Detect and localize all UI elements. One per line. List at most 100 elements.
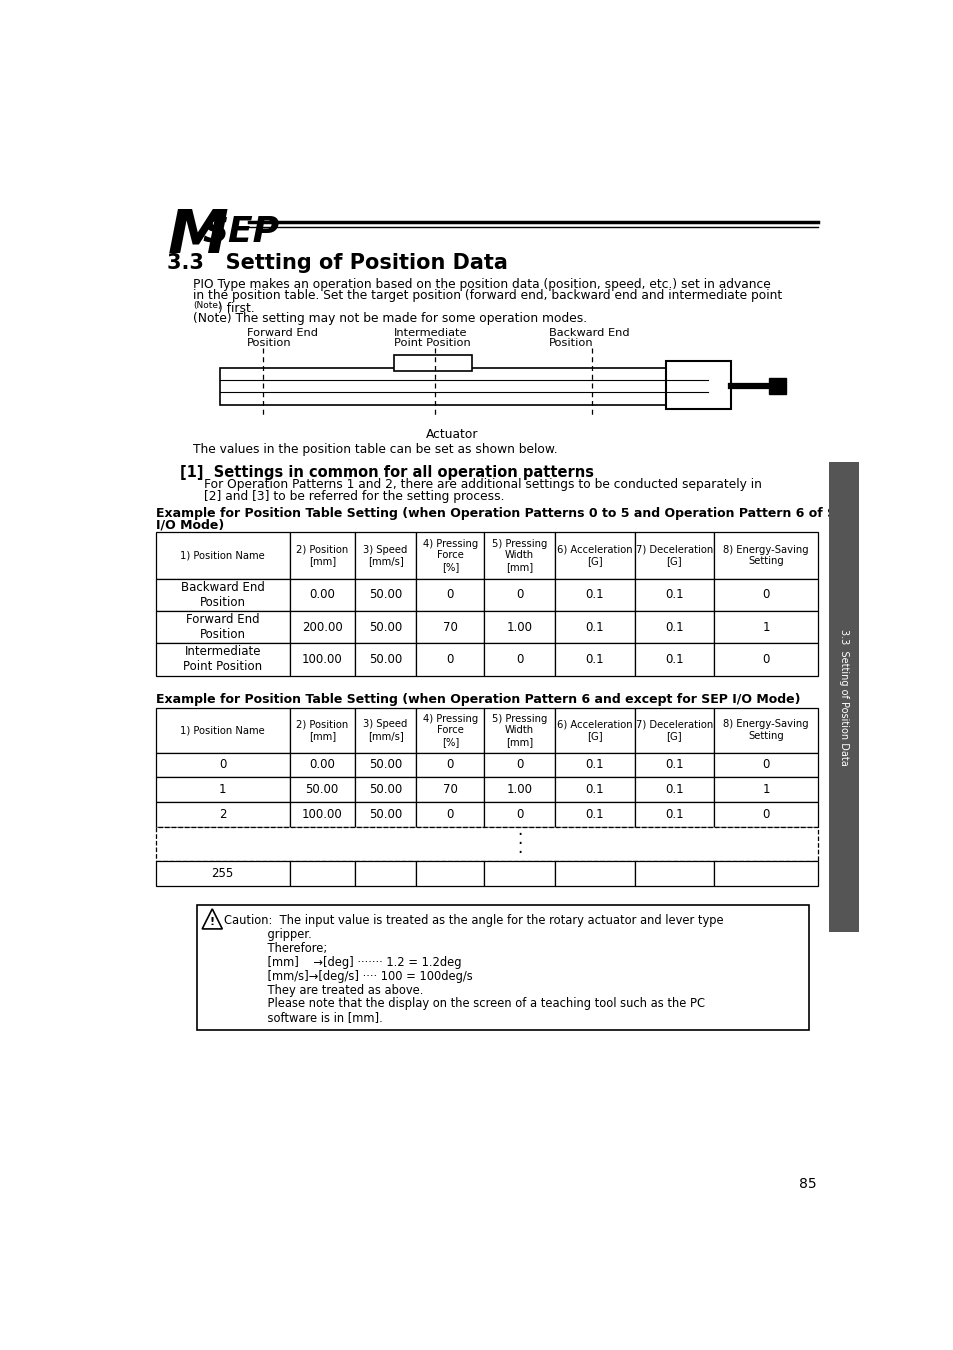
Bar bbox=[290, 752, 355, 778]
Bar bbox=[634, 579, 714, 612]
Text: 0.1: 0.1 bbox=[585, 653, 603, 666]
Bar bbox=[155, 532, 290, 579]
Text: 0: 0 bbox=[446, 807, 454, 821]
Bar bbox=[714, 612, 818, 643]
Text: 8) Energy-Saving
Setting: 8) Energy-Saving Setting bbox=[722, 720, 808, 741]
Text: They are treated as above.: They are treated as above. bbox=[224, 984, 423, 996]
Text: 4) Pressing
Force
[%]: 4) Pressing Force [%] bbox=[422, 714, 477, 747]
Bar bbox=[394, 355, 472, 371]
Bar bbox=[484, 532, 555, 579]
Polygon shape bbox=[202, 909, 222, 929]
Text: 6) Acceleration
[G]: 6) Acceleration [G] bbox=[557, 544, 632, 566]
Bar bbox=[155, 707, 290, 752]
Text: 0.1: 0.1 bbox=[664, 589, 683, 601]
Text: Example for Position Table Setting (when Operation Patterns 0 to 5 and Operation: Example for Position Table Setting (when… bbox=[155, 508, 853, 520]
Text: in the position table. Set the target position (forward end, backward end and in: in the position table. Set the target po… bbox=[193, 289, 781, 302]
Bar bbox=[555, 778, 634, 802]
Bar bbox=[355, 579, 416, 612]
Text: 6) Acceleration
[G]: 6) Acceleration [G] bbox=[557, 720, 632, 741]
Text: 0: 0 bbox=[516, 589, 522, 601]
Text: 1) Position Name: 1) Position Name bbox=[180, 551, 265, 560]
Text: Please note that the display on the screen of a teaching tool such as the PC: Please note that the display on the scre… bbox=[224, 998, 704, 1010]
Text: 50.00: 50.00 bbox=[369, 621, 402, 633]
Text: 3) Speed
[mm/s]: 3) Speed [mm/s] bbox=[363, 544, 407, 566]
Text: 1.00: 1.00 bbox=[506, 783, 532, 796]
Bar bbox=[416, 861, 484, 886]
Bar bbox=[155, 802, 290, 826]
Bar bbox=[484, 752, 555, 778]
Text: 0.00: 0.00 bbox=[309, 759, 335, 771]
Text: I/O Mode): I/O Mode) bbox=[155, 518, 224, 532]
Bar bbox=[155, 643, 290, 675]
Bar bbox=[665, 362, 731, 409]
Bar bbox=[634, 802, 714, 826]
Text: Position: Position bbox=[247, 338, 292, 347]
Bar bbox=[555, 532, 634, 579]
Text: 8) Energy-Saving
Setting: 8) Energy-Saving Setting bbox=[722, 544, 808, 566]
Text: 0.1: 0.1 bbox=[664, 807, 683, 821]
Bar bbox=[155, 778, 290, 802]
Bar bbox=[714, 778, 818, 802]
Text: (Note): (Note) bbox=[193, 301, 221, 309]
Bar bbox=[416, 707, 484, 752]
Text: 200.00: 200.00 bbox=[301, 621, 342, 633]
Bar bbox=[290, 861, 355, 886]
Bar bbox=[714, 579, 818, 612]
Bar bbox=[155, 826, 818, 861]
Text: 100.00: 100.00 bbox=[301, 653, 342, 666]
Bar bbox=[416, 643, 484, 675]
Text: 1) Position Name: 1) Position Name bbox=[180, 725, 265, 736]
Text: 3.3   Setting of Position Data: 3.3 Setting of Position Data bbox=[167, 252, 508, 273]
Bar bbox=[634, 643, 714, 675]
Bar bbox=[634, 707, 714, 752]
Text: 50.00: 50.00 bbox=[369, 759, 402, 771]
Text: 100.00: 100.00 bbox=[301, 807, 342, 821]
Text: 2: 2 bbox=[218, 807, 226, 821]
Text: Intermediate: Intermediate bbox=[394, 328, 467, 338]
Bar bbox=[355, 643, 416, 675]
Text: ·: · bbox=[517, 844, 521, 863]
Bar bbox=[828, 462, 858, 932]
Text: 50.00: 50.00 bbox=[369, 807, 402, 821]
Text: Caution:  The input value is treated as the angle for the rotary actuator and le: Caution: The input value is treated as t… bbox=[224, 914, 722, 927]
Bar bbox=[714, 532, 818, 579]
Bar bbox=[634, 532, 714, 579]
Text: 0: 0 bbox=[446, 653, 454, 666]
Bar bbox=[555, 802, 634, 826]
Text: gripper.: gripper. bbox=[224, 929, 312, 941]
Text: ) first.: ) first. bbox=[217, 302, 254, 315]
Text: ·: · bbox=[517, 826, 521, 844]
Text: 0.00: 0.00 bbox=[309, 589, 335, 601]
Text: 7) Deceleration
[G]: 7) Deceleration [G] bbox=[635, 544, 712, 566]
Bar bbox=[555, 579, 634, 612]
Bar bbox=[416, 612, 484, 643]
Text: 0: 0 bbox=[761, 807, 769, 821]
Text: 7) Deceleration
[G]: 7) Deceleration [G] bbox=[635, 720, 712, 741]
Bar bbox=[355, 612, 416, 643]
Text: 50.00: 50.00 bbox=[369, 589, 402, 601]
Text: Forward End
Position: Forward End Position bbox=[186, 613, 259, 641]
Bar bbox=[484, 861, 555, 886]
Text: PIO Type makes an operation based on the position data (position, speed, etc.) s: PIO Type makes an operation based on the… bbox=[193, 278, 770, 290]
Text: 0: 0 bbox=[761, 653, 769, 666]
Text: [mm]    →[deg] ······· 1.2 = 1.2deg: [mm] →[deg] ······· 1.2 = 1.2deg bbox=[224, 956, 461, 969]
Bar bbox=[355, 778, 416, 802]
Text: 50.00: 50.00 bbox=[369, 653, 402, 666]
Bar bbox=[355, 532, 416, 579]
Text: 0: 0 bbox=[219, 759, 226, 771]
Text: 2) Position
[mm]: 2) Position [mm] bbox=[295, 720, 348, 741]
Text: 0: 0 bbox=[516, 807, 522, 821]
Text: 70: 70 bbox=[442, 783, 457, 796]
Text: 255: 255 bbox=[212, 867, 233, 880]
Text: 0: 0 bbox=[761, 759, 769, 771]
Bar bbox=[290, 612, 355, 643]
Bar bbox=[484, 612, 555, 643]
Bar bbox=[290, 778, 355, 802]
Text: software is in [mm].: software is in [mm]. bbox=[224, 1011, 382, 1025]
Bar bbox=[484, 579, 555, 612]
Text: 5) Pressing
Width
[mm]: 5) Pressing Width [mm] bbox=[492, 539, 547, 572]
Text: 0.1: 0.1 bbox=[585, 759, 603, 771]
Bar bbox=[555, 861, 634, 886]
Bar bbox=[355, 752, 416, 778]
Text: [1]  Settings in common for all operation patterns: [1] Settings in common for all operation… bbox=[179, 464, 593, 479]
